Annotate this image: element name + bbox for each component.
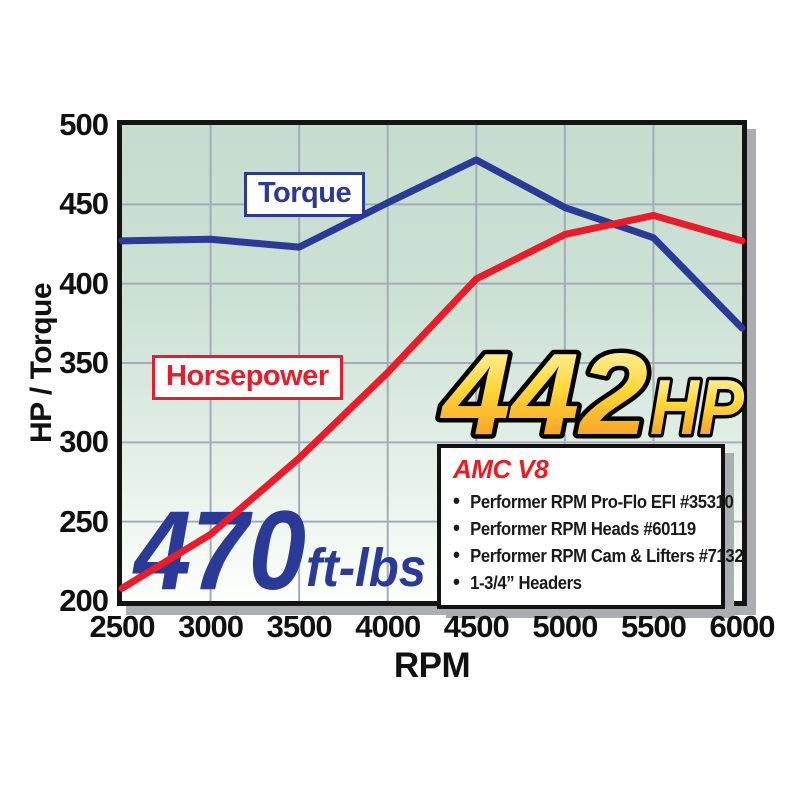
y-axis-tick-label: 300 (59, 424, 109, 460)
x-axis-tick-label: 3500 (266, 609, 333, 644)
x-axis-tick-label: 3000 (178, 609, 244, 644)
engine-info-box: AMC V8 Performer RPM Pro-Flo EFI #35310 … (437, 444, 744, 609)
y-axis-tick-label: 350 (59, 345, 109, 380)
torque-peak-unit-annotation: ft-lbs (306, 538, 426, 598)
y-axis-tick-label: 450 (59, 186, 109, 222)
torque-series-label-box: Torque (244, 172, 366, 217)
y-axis-tick-label: 200 (59, 583, 109, 618)
x-axis-tick-label: 2500 (89, 609, 156, 644)
y-axis-tick-label: 400 (59, 265, 109, 301)
x-axis-tick-label: 5000 (532, 609, 598, 644)
x-axis-tick-label: 4000 (355, 609, 421, 644)
torque-peak-value-annotation: 470 (132, 488, 306, 613)
engine-info-title: AMC V8 (453, 454, 549, 484)
engine-parts-item: Performer RPM Pro-Flo EFI #35310 (453, 487, 734, 515)
x-axis-tick-label: 6000 (709, 609, 776, 644)
y-axis-tick-label: 500 (59, 107, 109, 142)
hp-peak-unit-annotation: HP (650, 363, 745, 451)
horsepower-series-label: Horsepower (166, 360, 329, 392)
x-axis-tick-label: 4500 (443, 609, 510, 644)
engine-parts-item: Performer RPM Cam & Lifters #7132 (453, 541, 744, 569)
horsepower-curve (118, 211, 746, 592)
torque-curve (118, 156, 746, 332)
engine-parts-list: Performer RPM Pro-Flo EFI #35310 Perform… (453, 487, 744, 596)
x-axis-tick-label: 5500 (620, 609, 687, 644)
torque-series-label: Torque (258, 177, 352, 209)
hp-peak-value-annotation: 442 (440, 329, 648, 459)
engine-parts-item: 1-3/4” Headers (453, 568, 713, 596)
y-axis-tick-label: 250 (59, 503, 109, 539)
horsepower-series-label-box: Horsepower (152, 355, 343, 400)
engine-parts-item: Performer RPM Heads #60119 (453, 514, 713, 542)
x-axis-title: RPM (393, 646, 471, 685)
